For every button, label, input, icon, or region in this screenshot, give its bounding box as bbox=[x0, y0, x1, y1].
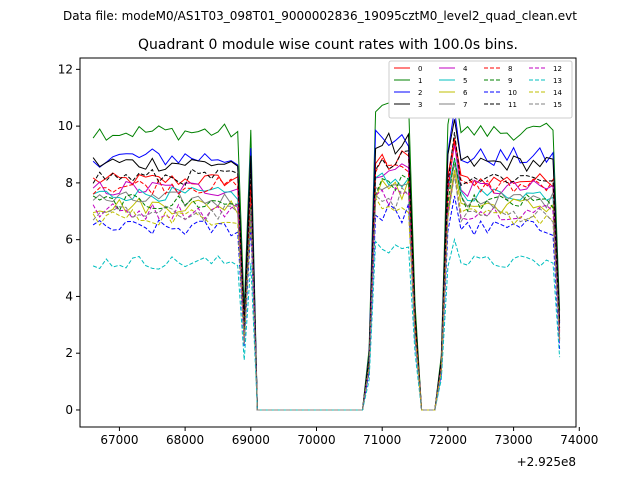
legend-label: 3 bbox=[418, 101, 422, 109]
legend-label: 8 bbox=[508, 65, 512, 73]
x-offset-text: +2.925e8 bbox=[517, 455, 576, 469]
legend-label: 4 bbox=[463, 65, 468, 73]
series-line-15 bbox=[92, 175, 561, 411]
y-tick-label: 6 bbox=[65, 233, 73, 247]
chart-title: Quadrant 0 module wise count rates with … bbox=[138, 37, 518, 53]
y-tick-label: 12 bbox=[58, 62, 73, 76]
y-tick-label: 8 bbox=[65, 176, 73, 190]
legend-label: 9 bbox=[508, 77, 512, 85]
legend-label: 15 bbox=[553, 101, 562, 109]
legend-label: 5 bbox=[463, 77, 467, 85]
y-tick-label: 2 bbox=[65, 346, 73, 360]
series-line-13 bbox=[92, 237, 561, 411]
legend-label: 2 bbox=[418, 89, 422, 97]
series-lines bbox=[92, 86, 561, 411]
x-tick-label: 68000 bbox=[166, 433, 204, 447]
x-tick-label: 73000 bbox=[494, 433, 532, 447]
legend-label: 1 bbox=[418, 77, 422, 85]
x-tick-label: 72000 bbox=[429, 433, 467, 447]
x-tick-label: 67000 bbox=[100, 433, 138, 447]
legend-label: 14 bbox=[553, 89, 562, 97]
legend-label: 10 bbox=[508, 89, 517, 97]
legend-label: 6 bbox=[463, 89, 468, 97]
legend-label: 7 bbox=[463, 101, 467, 109]
y-axis: 0 2 4 6 8 10 12 bbox=[58, 62, 80, 417]
legend-label: 0 bbox=[418, 65, 422, 73]
x-tick-label: 69000 bbox=[232, 433, 270, 447]
x-tick-label: 71000 bbox=[363, 433, 401, 447]
axes-frame bbox=[79, 57, 577, 428]
legend-label: 13 bbox=[553, 77, 562, 85]
series-line-14 bbox=[92, 173, 561, 411]
x-axis: 67000 68000 69000 70000 71000 72000 73000 74000 bbox=[100, 427, 598, 447]
x-tick-label: 70000 bbox=[297, 433, 335, 447]
x-tick-label: 74000 bbox=[560, 433, 598, 447]
suptitle: Data file: modeM0/AS1T03_098T01_90000028… bbox=[63, 9, 577, 23]
legend-box bbox=[388, 60, 573, 119]
y-tick-label: 4 bbox=[65, 289, 73, 303]
y-tick-label: 0 bbox=[65, 403, 73, 417]
plot-area bbox=[80, 58, 576, 427]
series-line-12 bbox=[92, 173, 561, 411]
legend-label: 11 bbox=[508, 101, 517, 109]
legend-label: 12 bbox=[553, 65, 562, 73]
y-tick-label: 10 bbox=[58, 119, 73, 133]
